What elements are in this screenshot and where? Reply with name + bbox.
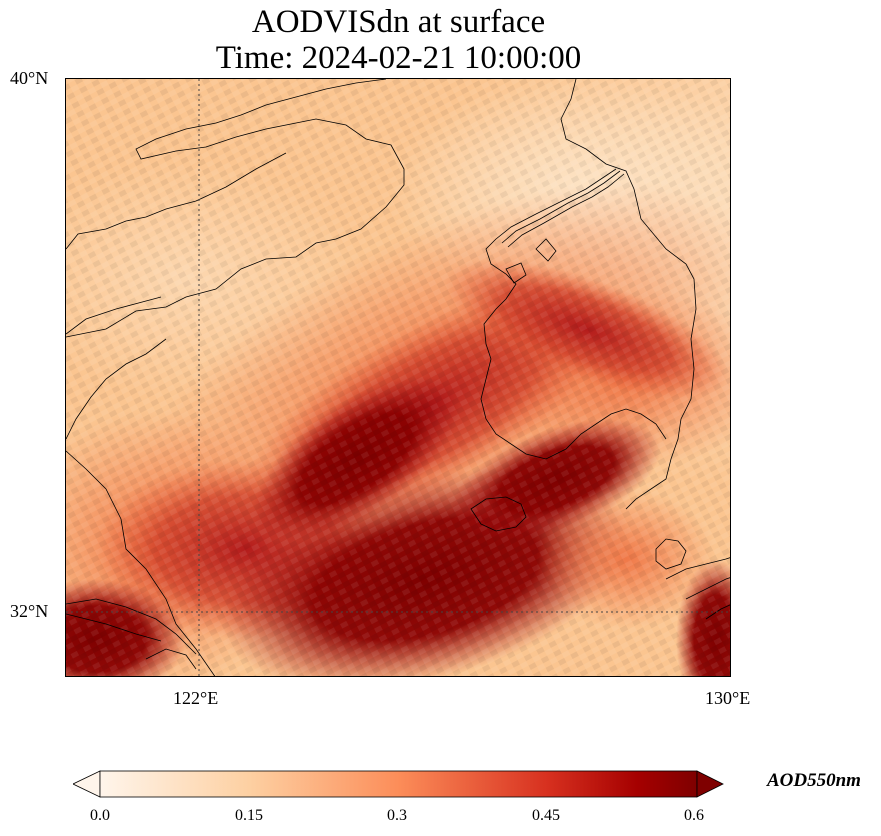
colorbar-tick: 0.15 bbox=[235, 807, 263, 824]
lon-label-east: 130°E bbox=[705, 688, 751, 708]
map-canvas bbox=[66, 79, 730, 676]
title-time: Time: 2024-02-21 10:00:00 bbox=[215, 40, 582, 76]
colorbar-tick: 0.45 bbox=[532, 807, 560, 824]
colorbar-tick: 0.6 bbox=[684, 807, 704, 824]
coastlines bbox=[66, 79, 730, 676]
title-variable: AODVISdn at surface bbox=[251, 4, 546, 40]
colorbar-tick: 0.0 bbox=[90, 807, 110, 824]
colorbar-max-arrow bbox=[696, 770, 724, 798]
colorbar bbox=[72, 770, 725, 805]
colorbar-min-arrow bbox=[72, 770, 101, 798]
lon-label-west: 122°E bbox=[173, 688, 219, 708]
aod-map bbox=[65, 78, 731, 677]
lat-label-south: 32°N bbox=[10, 601, 49, 621]
colorbar-label: AOD550nm bbox=[767, 770, 861, 791]
gridlines bbox=[66, 79, 730, 676]
colorbar-tick: 0.3 bbox=[387, 807, 407, 824]
lat-label-north: 40°N bbox=[10, 68, 49, 88]
